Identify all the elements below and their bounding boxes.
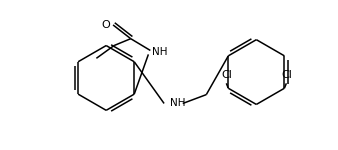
Text: O: O xyxy=(101,20,110,30)
Text: Cl: Cl xyxy=(281,70,292,80)
Text: Cl: Cl xyxy=(221,70,232,80)
Text: NH: NH xyxy=(170,98,186,108)
Text: NH: NH xyxy=(152,47,168,57)
